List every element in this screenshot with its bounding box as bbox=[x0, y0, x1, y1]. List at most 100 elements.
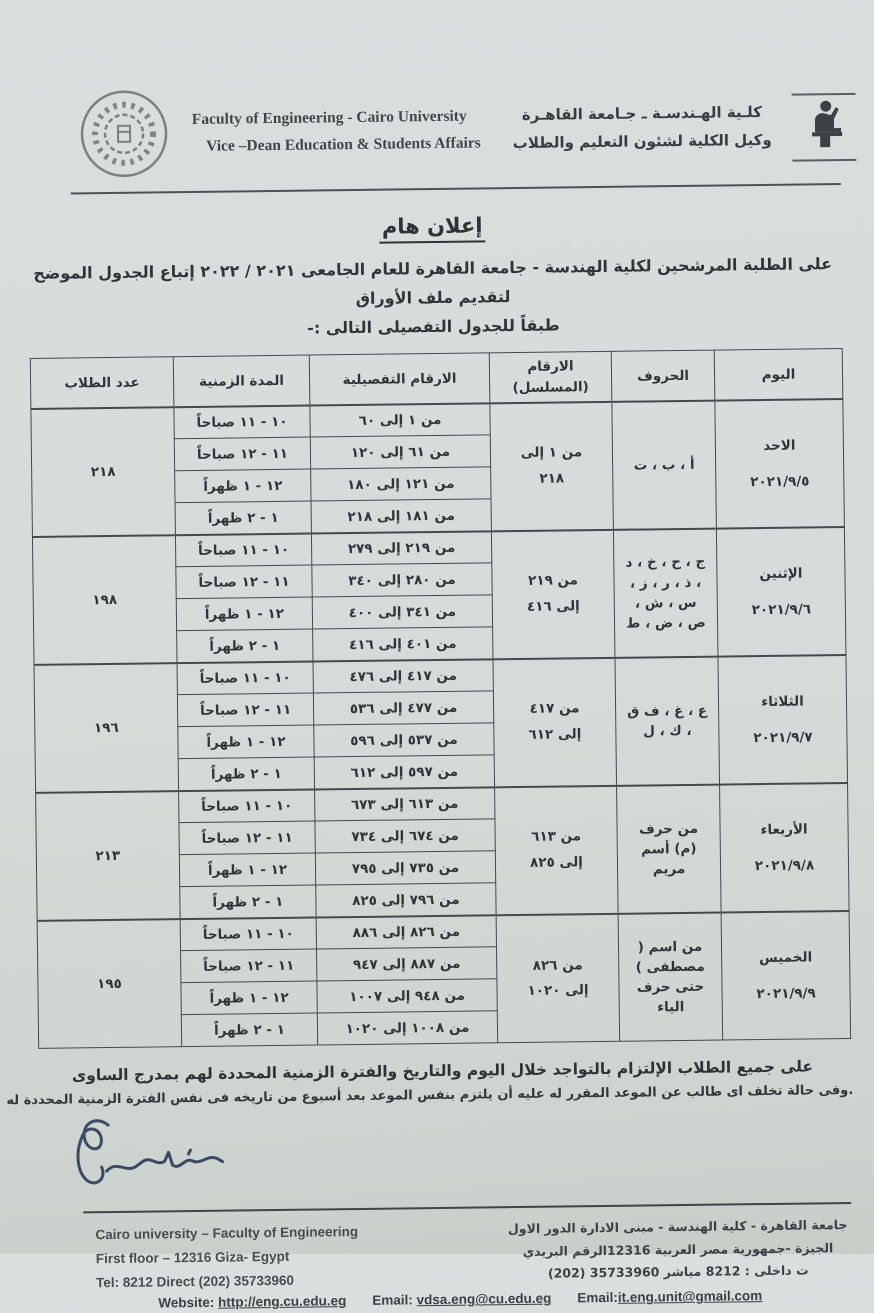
email-url-it-unit[interactable]: it.eng.unit@gmail.com bbox=[618, 1288, 763, 1305]
time-period-text: ١٢ - ١ ظهراً bbox=[206, 734, 285, 751]
detailed-numbers-cell: من ١ إلى ٦٠ bbox=[310, 403, 490, 437]
serial-range-text: من ٤١٧ إلى ٦١٢ bbox=[523, 696, 586, 748]
intro-paragraph: على الطلبة المرشحين لكلية الهندسة - جامع… bbox=[16, 250, 851, 347]
time-period-text: ١١ - ١٢ صباحاً bbox=[200, 702, 291, 719]
time-period-text: ١ - ٢ ظهراً bbox=[214, 1022, 285, 1039]
time-period-cell: ١٠ - ١١ صباحاً bbox=[179, 789, 315, 823]
cairo-university-scribe-icon bbox=[787, 86, 860, 165]
email-link-it-unit[interactable]: Email:it.eng.unit@gmail.com bbox=[577, 1288, 762, 1305]
serial-range-cell: من ٤١٧ إلى ٦١٢ bbox=[493, 658, 617, 787]
website-url[interactable]: http://eng.cu.edu.eg bbox=[218, 1293, 346, 1310]
time-period-text: ١٢ - ١ ظهراً bbox=[208, 862, 287, 879]
detailed-numbers-cell: من ٥٣٧ إلى ٥٩٦ bbox=[314, 723, 494, 757]
time-period-text: ١٠ - ١١ صباحاً bbox=[201, 798, 292, 815]
serial-range-text: من ٦١٣ إلى ٨٢٥ bbox=[525, 824, 588, 876]
serial-range-cell: من ٢١٩ إلى ٤١٦ bbox=[491, 530, 615, 659]
footer: Cairo university – Faculty of Engineerin… bbox=[7, 1204, 874, 1296]
faculty-seal-icon bbox=[77, 87, 170, 180]
announcement-title: إعلان هام bbox=[379, 213, 486, 243]
serial-range-text: من ٨٢٦ إلى ١٠٢٠ bbox=[527, 953, 590, 1005]
time-period-text: ١١ - ١٢ صباحاً bbox=[198, 574, 289, 591]
detailed-numbers-cell: من ١٠٠٨ إلى ١٠٢٠ bbox=[317, 1011, 497, 1045]
footer-english: Cairo university – Faculty of Engineerin… bbox=[95, 1220, 358, 1294]
time-period-text: ١ - ٢ ظهراً bbox=[208, 509, 279, 526]
email-link-vdsa[interactable]: Email: vdsa.eng@cu.edu.eg bbox=[372, 1291, 551, 1308]
students-count-cell: ١٩٥ bbox=[37, 919, 182, 1049]
time-period-cell: ١ - ٢ ظهراً bbox=[178, 757, 314, 791]
detailed-numbers-cell: من ٨٢٦ إلى ٨٨٦ bbox=[316, 915, 496, 949]
letterhead-arabic-line1: كلـية الهـندسـة ـ جـامعة القاهـرة bbox=[512, 97, 771, 129]
time-period-cell: ١٢ - ١ ظهراً bbox=[179, 853, 315, 887]
detailed-numbers-cell: من ١٢١ إلى ١٨٠ bbox=[311, 467, 491, 501]
letters-cell: ع ، غ ، ف ق ، ك ، ل bbox=[615, 656, 720, 785]
time-period-cell: ١١ - ١٢ صباحاً bbox=[176, 565, 312, 599]
detailed-numbers-cell: من ٨٨٧ إلى ٩٤٧ bbox=[317, 947, 497, 981]
time-period-text: ١ - ٢ ظهراً bbox=[209, 637, 280, 654]
time-period-cell: ١١ - ١٢ صباحاً bbox=[174, 437, 310, 471]
letterhead: Faculty of Engineering - Cairo Universit… bbox=[0, 0, 869, 181]
time-period-cell: ١٢ - ١ ظهراً bbox=[178, 725, 314, 759]
day-name: الإثنين bbox=[720, 563, 841, 585]
day-cell: الخميس ٢٠٢١/٩/٩ bbox=[721, 911, 851, 1041]
time-period-cell: ١٢ - ١ ظهراً bbox=[181, 981, 317, 1015]
detailed-numbers-cell: من ٢١٩ إلى ٢٧٩ bbox=[311, 531, 491, 565]
letters-text: من حرف (م) أسم مريم bbox=[626, 818, 711, 880]
time-period-text: ١١ - ١٢ صباحاً bbox=[203, 958, 294, 975]
letters-text: من اسم ( مصطفى ) حتى حرف الياء bbox=[628, 936, 713, 1018]
detailed-numbers-cell: من ٥٩٧ إلى ٦١٢ bbox=[314, 755, 494, 789]
detailed-numbers-cell: من ٢٨٠ إلى ٣٤٠ bbox=[312, 563, 492, 597]
time-period-cell: ١٢ - ١ ظهراً bbox=[175, 469, 311, 503]
intro-line1: على الطلبة المرشحين لكلية الهندسة - جامع… bbox=[16, 250, 851, 318]
time-period-text: ١ - ٢ ظهراً bbox=[212, 893, 283, 910]
letters-cell: أ ، ب ، ت bbox=[612, 400, 717, 529]
serial-range-cell: من ٨٢٦ إلى ١٠٢٠ bbox=[496, 914, 620, 1043]
students-count-cell: ٢١٣ bbox=[36, 791, 181, 921]
letters-text: ع ، غ ، ف ق ، ك ، ل bbox=[625, 700, 709, 742]
letters-cell: من اسم ( مصطفى ) حتى حرف الياء bbox=[618, 912, 723, 1041]
day-cell: الإثنين ٢٠٢١/٩/٦ bbox=[716, 527, 846, 657]
detailed-numbers-cell: من ١٨١ إلى ٢١٨ bbox=[311, 499, 491, 533]
time-period-cell: ١ - ٢ ظهراً bbox=[181, 1013, 317, 1047]
website-link[interactable]: Website: http://eng.cu.edu.eg bbox=[158, 1293, 346, 1310]
day-name: الاحد bbox=[719, 435, 840, 457]
serial-range-cell: من ١ إلى ٢١٨ bbox=[490, 402, 614, 531]
email-url-vdsa[interactable]: vdsa.eng@cu.edu.eg bbox=[417, 1291, 552, 1308]
time-period-text: ١١ - ١٢ صباحاً bbox=[197, 446, 288, 463]
letterhead-divider bbox=[71, 183, 841, 194]
day-date: ٢٠٢١/٩/٧ bbox=[722, 727, 843, 749]
time-period-cell: ١٢ - ١ ظهراً bbox=[176, 597, 312, 631]
day-date: ٢٠٢١/٩/٦ bbox=[721, 599, 842, 621]
day-name: الأربعاء bbox=[723, 819, 844, 841]
day-date: ٢٠٢١/٩/٩ bbox=[725, 983, 846, 1005]
detailed-numbers-cell: من ٣٤١ إلى ٤٠٠ bbox=[312, 595, 492, 629]
detailed-numbers-cell: من ٦١ إلى ١٢٠ bbox=[310, 435, 490, 469]
day-name: الخميس bbox=[725, 947, 846, 969]
footer-arabic: جامعة القاهرة - كلية الهندسة - مبنى الاد… bbox=[508, 1214, 848, 1289]
detailed-numbers-cell: من ٦٧٤ إلى ٧٣٤ bbox=[315, 819, 495, 853]
time-period-text: ١٢ - ١ ظهراً bbox=[205, 606, 284, 623]
letters-text: ج ، ح ، خ ، د ، ذ ، ر ، ز ، س ، ش ، ص ، … bbox=[623, 552, 708, 634]
time-period-cell: ١٠ - ١١ صباحاً bbox=[177, 661, 313, 695]
note-primary: على جميع الطلاب الإلتزام بالتواجد خلال ا… bbox=[5, 1057, 874, 1086]
letters-cell: من حرف (م) أسم مريم bbox=[617, 784, 722, 913]
time-period-cell: ١ - ٢ ظهراً bbox=[177, 629, 313, 663]
detailed-numbers-cell: من ٩٤٨ إلى ١٠٠٧ bbox=[317, 979, 497, 1013]
scanned-announcement-photo: { "colors": { "paper": "#d6dbd9", "ink":… bbox=[0, 0, 874, 1254]
time-period-text: ١١ - ١٢ صباحاً bbox=[201, 830, 292, 847]
detailed-numbers-cell: من ٤٠١ إلى ٤١٦ bbox=[313, 627, 493, 661]
serial-range-text: من ١ إلى ٢١٨ bbox=[520, 440, 583, 492]
time-period-text: ١٢ - ١ ظهراً bbox=[209, 990, 288, 1007]
letterhead-arabic: كلـية الهـندسـة ـ جـامعة القاهـرة وكيل ا… bbox=[512, 97, 772, 157]
footer-arabic-line3: ت داخلى : 8212 مباشر 35733960 (202) bbox=[508, 1259, 848, 1286]
time-period-cell: ١٠ - ١١ صباحاً bbox=[180, 917, 316, 951]
detailed-numbers-cell: من ٧٣٥ إلى ٧٩٥ bbox=[315, 851, 495, 885]
detailed-numbers-cell: من ٦١٣ إلى ٦٧٣ bbox=[315, 787, 495, 821]
time-period-text: ١٠ - ١١ صباحاً bbox=[200, 670, 291, 687]
letterhead-english-line2: Vice –Dean Education & Students Affairs bbox=[192, 129, 481, 160]
